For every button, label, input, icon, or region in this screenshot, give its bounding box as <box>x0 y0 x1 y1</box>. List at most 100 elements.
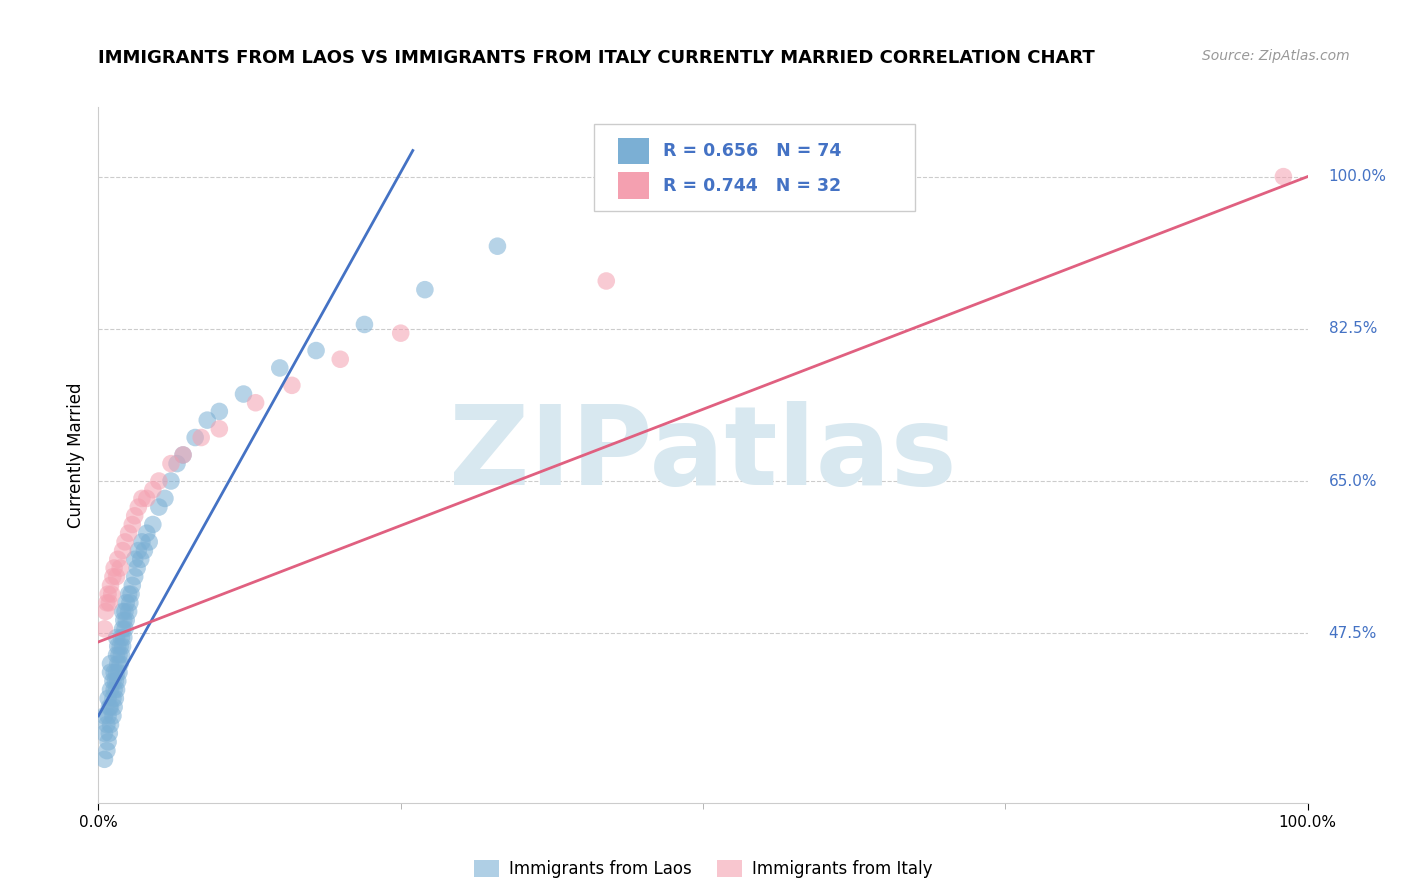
Point <box>104 674 127 689</box>
Text: 65.0%: 65.0% <box>1329 474 1376 489</box>
Point <box>135 491 157 506</box>
Point <box>100 587 122 601</box>
Text: ZIPatlas: ZIPatlas <box>449 401 957 508</box>
Point <box>104 691 127 706</box>
Point <box>114 535 136 549</box>
Point <box>138 535 160 549</box>
Point <box>595 274 617 288</box>
Point <box>111 622 134 636</box>
Point <box>121 517 143 532</box>
Point <box>160 457 183 471</box>
Point <box>115 596 138 610</box>
Point <box>108 639 131 653</box>
Point <box>127 543 149 558</box>
Point <box>108 665 131 680</box>
Point <box>120 587 142 601</box>
Point <box>114 622 136 636</box>
Point <box>94 605 117 619</box>
Point <box>131 491 153 506</box>
Point <box>101 674 124 689</box>
Point <box>134 543 156 558</box>
Point <box>105 665 128 680</box>
Text: IMMIGRANTS FROM LAOS VS IMMIGRANTS FROM ITALY CURRENTLY MARRIED CORRELATION CHAR: IMMIGRANTS FROM LAOS VS IMMIGRANTS FROM … <box>98 49 1095 67</box>
Text: 82.5%: 82.5% <box>1329 321 1376 336</box>
Point <box>93 622 115 636</box>
Point <box>96 717 118 731</box>
Point <box>101 708 124 723</box>
Point <box>121 578 143 592</box>
Point <box>100 717 122 731</box>
Point <box>98 596 121 610</box>
Point <box>124 552 146 566</box>
Point <box>101 691 124 706</box>
Text: R = 0.656   N = 74: R = 0.656 N = 74 <box>664 142 841 160</box>
Point <box>153 491 176 506</box>
Point <box>190 431 212 445</box>
Point <box>112 631 135 645</box>
Point <box>103 561 125 575</box>
Point <box>184 431 207 445</box>
Point <box>93 752 115 766</box>
Point <box>98 726 121 740</box>
Point <box>118 605 141 619</box>
Point <box>100 682 122 697</box>
Point <box>160 474 183 488</box>
Point <box>111 605 134 619</box>
Point <box>129 552 152 566</box>
Text: 100.0%: 100.0% <box>1329 169 1386 184</box>
Point <box>195 413 218 427</box>
Point <box>96 744 118 758</box>
Point <box>111 543 134 558</box>
Point <box>127 500 149 514</box>
Point <box>389 326 412 341</box>
Point <box>131 535 153 549</box>
Point <box>97 735 120 749</box>
Point <box>124 570 146 584</box>
Point <box>107 552 129 566</box>
Point <box>115 613 138 627</box>
Point <box>105 648 128 662</box>
Point <box>269 360 291 375</box>
Point <box>305 343 328 358</box>
Point <box>108 657 131 671</box>
Point <box>486 239 509 253</box>
Point <box>107 674 129 689</box>
Point <box>118 596 141 610</box>
Point <box>93 708 115 723</box>
FancyBboxPatch shape <box>595 124 915 211</box>
Text: Source: ZipAtlas.com: Source: ZipAtlas.com <box>1202 49 1350 63</box>
Point <box>148 500 170 514</box>
Y-axis label: Currently Married: Currently Married <box>66 382 84 528</box>
Point <box>114 605 136 619</box>
Point <box>208 404 231 418</box>
Point <box>329 352 352 367</box>
Point <box>100 657 122 671</box>
Point <box>1272 169 1295 184</box>
Point <box>142 483 165 497</box>
Point <box>98 700 121 714</box>
Point <box>172 448 194 462</box>
Point <box>101 570 124 584</box>
Point <box>105 682 128 697</box>
Point <box>124 508 146 523</box>
Point <box>97 708 120 723</box>
Point <box>103 665 125 680</box>
Point <box>110 648 132 662</box>
Bar <box>619 137 648 164</box>
Point <box>112 613 135 627</box>
Point <box>97 587 120 601</box>
Point <box>108 648 131 662</box>
Point <box>103 700 125 714</box>
Point <box>353 318 375 332</box>
Point <box>103 682 125 697</box>
Legend: Immigrants from Laos, Immigrants from Italy: Immigrants from Laos, Immigrants from It… <box>467 854 939 885</box>
Point <box>118 526 141 541</box>
Point <box>107 657 129 671</box>
Point <box>208 422 231 436</box>
Bar <box>619 172 648 199</box>
Text: 47.5%: 47.5% <box>1329 625 1376 640</box>
Text: R = 0.744   N = 32: R = 0.744 N = 32 <box>664 177 841 194</box>
Point <box>105 631 128 645</box>
Point <box>100 700 122 714</box>
Point <box>105 570 128 584</box>
